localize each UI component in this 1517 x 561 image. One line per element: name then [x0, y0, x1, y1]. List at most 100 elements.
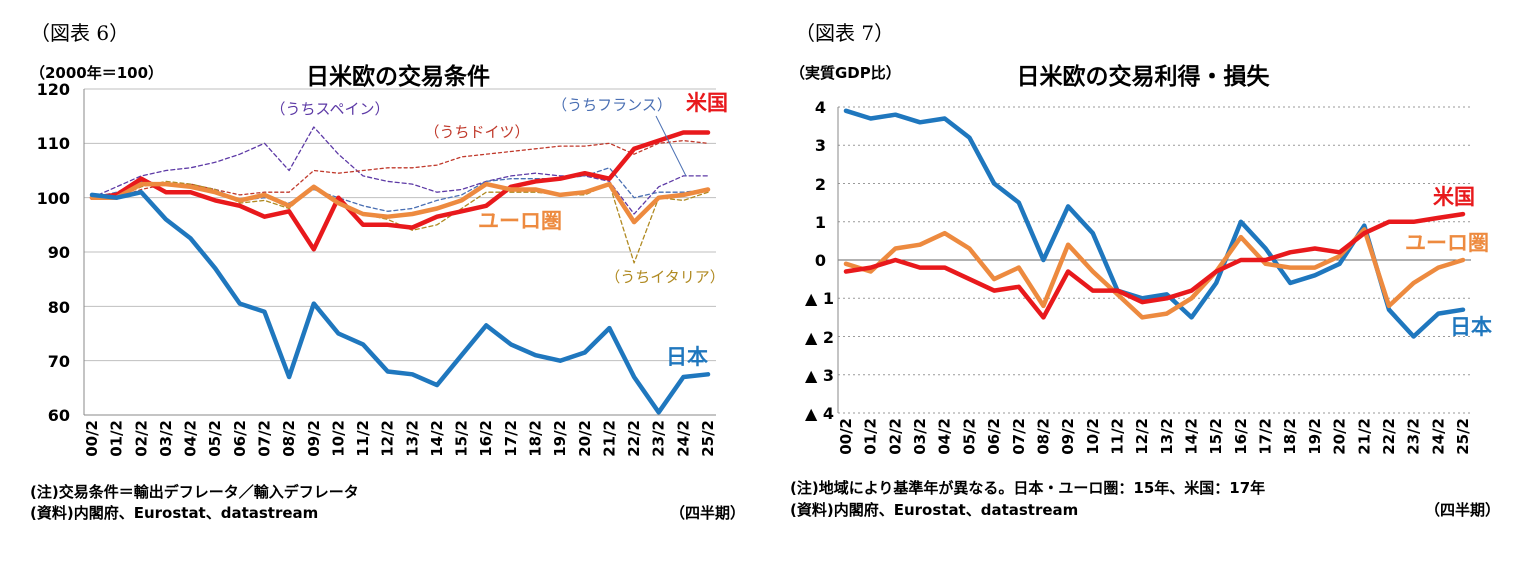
chart7-xtick: 16/2 — [1232, 418, 1250, 455]
chart6-fig-label: （図表 6） — [30, 21, 129, 45]
chart6-xtick: 01/2 — [108, 420, 126, 457]
chart7-ytick: 1 — [815, 213, 826, 232]
chart7-xtick: 14/2 — [1183, 418, 1201, 455]
chart7-xtick: 11/2 — [1108, 418, 1126, 455]
chart6-series — [89, 126, 711, 415]
chart6-xtick: 12/2 — [379, 420, 397, 457]
chart-7: （図表 7） （実質GDP比） 日米欧の交易利得・損失 4 3 2 1 0 ▲ … — [790, 21, 1500, 519]
chart7-xtick: 19/2 — [1306, 418, 1324, 455]
chart6-x-ticks: 00/2 01/2 02/2 03/2 04/2 05/2 06/2 07/2 08/2 09/2… — [83, 420, 717, 457]
chart7-ytick: 3 — [815, 136, 826, 155]
chart6-xtick: 06/2 — [231, 420, 249, 457]
chart6-xtick: 04/2 — [182, 420, 200, 457]
chart6-xtick: 00/2 — [83, 420, 101, 457]
chart7-ytick: ▲ 3 — [805, 366, 834, 385]
chart7-series — [843, 108, 1466, 339]
chart6-series-line-1 — [89, 181, 711, 225]
chart6-period-label: （四半期） — [670, 504, 745, 522]
chart7-xtick: 23/2 — [1405, 418, 1423, 455]
chart7-fig-label: （図表 7） — [795, 21, 894, 45]
chart6-xtick: 10/2 — [329, 420, 347, 457]
chart6-xtick: 15/2 — [453, 420, 471, 457]
chart6-xtick: 11/2 — [354, 420, 372, 457]
chart7-xtick: 00/2 — [837, 418, 855, 455]
chart6-legend-spain: （うちスペイン） — [271, 100, 390, 118]
chart7-gridlines — [838, 106, 1471, 414]
chart7-legend-euro: ユーロ圏 — [1405, 231, 1489, 255]
chart7-y-ticks: 4 3 2 1 0 ▲ 1 ▲ 2 ▲ 3 ▲ 4 — [805, 98, 834, 423]
chart7-x-ticks: 00/2 01/2 02/2 03/2 04/2 05/2 06/2 07/2 08/2 09/2… — [837, 418, 1472, 455]
chart7-xtick: 12/2 — [1133, 418, 1151, 455]
chart7-series-line-2 — [843, 211, 1466, 320]
chart7-series-line-1 — [843, 227, 1466, 320]
chart6-unit-label: （2000年＝100） — [30, 64, 163, 82]
chart7-xtick: 03/2 — [911, 418, 929, 455]
chart6-ytick: 110 — [37, 134, 70, 153]
chart6-xtick: 21/2 — [600, 420, 618, 457]
chart6-xtick: 13/2 — [403, 420, 421, 457]
chart6-source: (資料)内閣府、Eurostat、datastream — [30, 504, 318, 522]
chart7-xtick: 09/2 — [1059, 418, 1077, 455]
chart7-ytick: ▲ 1 — [805, 289, 834, 308]
chart6-ytick: 70 — [48, 352, 70, 371]
chart7-xtick: 01/2 — [862, 418, 880, 455]
chart7-period-label: （四半期） — [1425, 501, 1500, 519]
chart-6: （図表 6） （2000年＝100） 日米欧の交易条件 120 110 100 … — [30, 21, 745, 522]
chart6-xtick: 02/2 — [132, 420, 150, 457]
chart7-xtick: 10/2 — [1084, 418, 1102, 455]
chart6-ytick: 60 — [48, 406, 70, 425]
chart6-ytick: 80 — [48, 298, 70, 317]
chart6-xtick: 23/2 — [650, 420, 668, 457]
chart6-legend-germany: （うちドイツ） — [424, 123, 529, 141]
chart7-ytick: 0 — [815, 251, 826, 270]
chart6-xtick: 17/2 — [502, 420, 520, 457]
chart7-series-line-0 — [843, 108, 1466, 339]
chart6-series-line-2 — [89, 189, 711, 415]
chart7-ytick: 2 — [815, 175, 826, 194]
chart7-xtick: 15/2 — [1207, 418, 1225, 455]
chart6-ytick: 100 — [37, 189, 70, 208]
chart7-xtick: 07/2 — [1010, 418, 1028, 455]
chart7-xtick: 06/2 — [985, 418, 1003, 455]
chart6-title: 日米欧の交易条件 — [306, 63, 490, 90]
chart7-xtick: 02/2 — [886, 418, 904, 455]
chart7-xtick: 21/2 — [1355, 418, 1373, 455]
chart7-xtick: 25/2 — [1454, 418, 1472, 455]
chart7-xtick: 18/2 — [1281, 418, 1299, 455]
chart6-xtick: 16/2 — [477, 420, 495, 457]
chart7-ytick: ▲ 4 — [805, 404, 834, 423]
chart7-xtick: 08/2 — [1034, 418, 1052, 455]
chart6-legend-euro: ユーロ圏 — [478, 209, 562, 233]
chart6-legend-italy: （うちイタリア） — [605, 268, 724, 286]
chart7-xtick: 24/2 — [1429, 418, 1447, 455]
chart6-xtick: 25/2 — [699, 420, 717, 457]
chart6-xtick: 20/2 — [576, 420, 594, 457]
chart6-note: (注)交易条件＝輸出デフレータ／輸入デフレータ — [30, 483, 359, 501]
chart7-title: 日米欧の交易利得・損失 — [1017, 63, 1271, 90]
chart6-xtick: 19/2 — [551, 420, 569, 457]
chart7-xtick: 04/2 — [936, 418, 954, 455]
chart6-series-line-3 — [91, 126, 709, 215]
chart6-xtick: 07/2 — [255, 420, 273, 457]
chart7-xtick: 13/2 — [1158, 418, 1176, 455]
chart6-ytick: 90 — [48, 243, 70, 262]
chart6-xtick: 03/2 — [157, 420, 175, 457]
chart7-legend-us: 米国 — [1433, 185, 1475, 209]
chart6-y-ticks: 120 110 100 90 80 70 60 — [37, 80, 70, 425]
chart6-series-line-0 — [89, 130, 711, 252]
chart7-ytick: ▲ 2 — [805, 328, 834, 347]
chart6-france-pointer — [655, 115, 687, 177]
chart6-xtick: 18/2 — [527, 420, 545, 457]
chart6-ytick: 120 — [37, 80, 70, 99]
chart6-legend-japan: 日本 — [666, 345, 708, 369]
chart6-xtick: 24/2 — [674, 420, 692, 457]
chart7-xtick: 22/2 — [1380, 418, 1398, 455]
chart6-xtick: 05/2 — [206, 420, 224, 457]
chart7-legend-japan: 日本 — [1450, 315, 1492, 339]
chart6-legend-france: （うちフランス） — [552, 96, 672, 114]
chart7-xtick: 17/2 — [1257, 418, 1275, 455]
chart7-source: (資料)内閣府、Eurostat、datastream — [790, 501, 1078, 519]
chart7-unit-label: （実質GDP比） — [790, 64, 901, 82]
chart7-note: (注)地域により基準年が異なる。日本・ユーロ圏：15年、米国：17年 — [790, 479, 1265, 497]
chart6-xtick: 14/2 — [428, 420, 446, 457]
